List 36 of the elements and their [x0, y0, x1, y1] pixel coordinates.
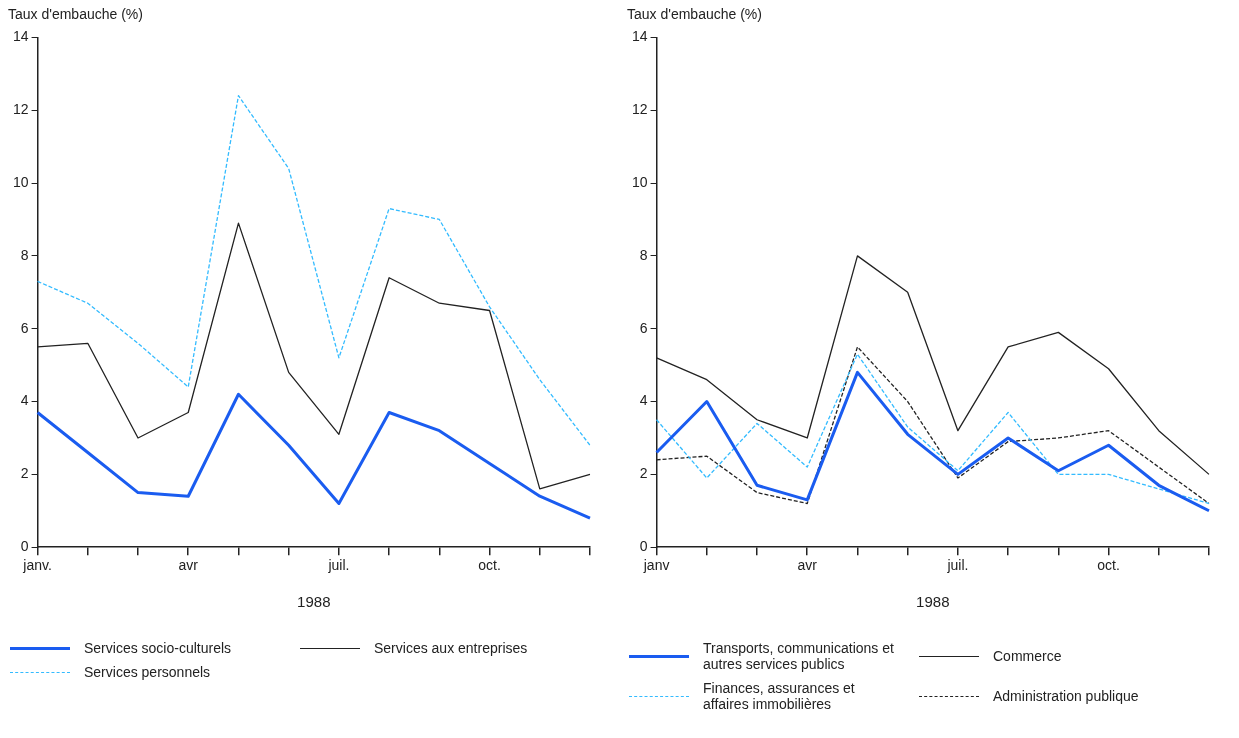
y-tick-label: 2 [20, 465, 29, 482]
y-tick-label: 12 [631, 101, 648, 118]
x-tick-label: oct. [478, 557, 501, 574]
y-tick-label: 0 [639, 538, 648, 555]
legend-label: Services aux entreprises [374, 640, 528, 656]
x-tick-label: janv. [22, 557, 52, 574]
x-tick-label: juil. [327, 557, 350, 574]
legend-label: Transports, communications et autres services publics [703, 640, 895, 672]
y-tick-label: 14 [12, 28, 29, 45]
x-tick-label: avr [178, 557, 199, 574]
y-tick-label: 2 [639, 465, 648, 482]
y-tick-label: 8 [20, 246, 29, 263]
y-tick-label: 6 [639, 319, 648, 336]
x-tick-label: oct. [1097, 557, 1120, 574]
legend-label: Services personnels [84, 664, 211, 680]
x-tick-label: juil. [946, 557, 969, 574]
line-series [36, 95, 591, 446]
y-tick-label: 12 [12, 101, 29, 118]
y-tick-label: 10 [12, 173, 29, 190]
legend-label: Commerce [993, 648, 1062, 664]
x-axis-title: 1988 [297, 593, 331, 611]
y-tick-label: 4 [639, 392, 648, 409]
legend-label: Finances, assurances et affaires immobilières [703, 680, 856, 712]
y-tick-label: 4 [20, 392, 29, 409]
x-tick-label: janv [642, 557, 670, 574]
x-tick-label: avr [797, 557, 818, 574]
y-tick-label: 6 [20, 319, 29, 336]
y-tick-label: 0 [20, 538, 29, 555]
y-tick-label: 10 [631, 173, 648, 190]
legend-label: Administration publique [993, 688, 1139, 704]
y-tick-label: 8 [639, 246, 648, 263]
y-tick-label: 14 [631, 28, 648, 45]
y-axis-title: Taux d'embauche (%) [8, 6, 143, 22]
legend-label: Services socio-culturels [84, 640, 232, 656]
y-axis-title: Taux d'embauche (%) [627, 6, 762, 22]
x-axis-title: 1988 [916, 593, 950, 611]
